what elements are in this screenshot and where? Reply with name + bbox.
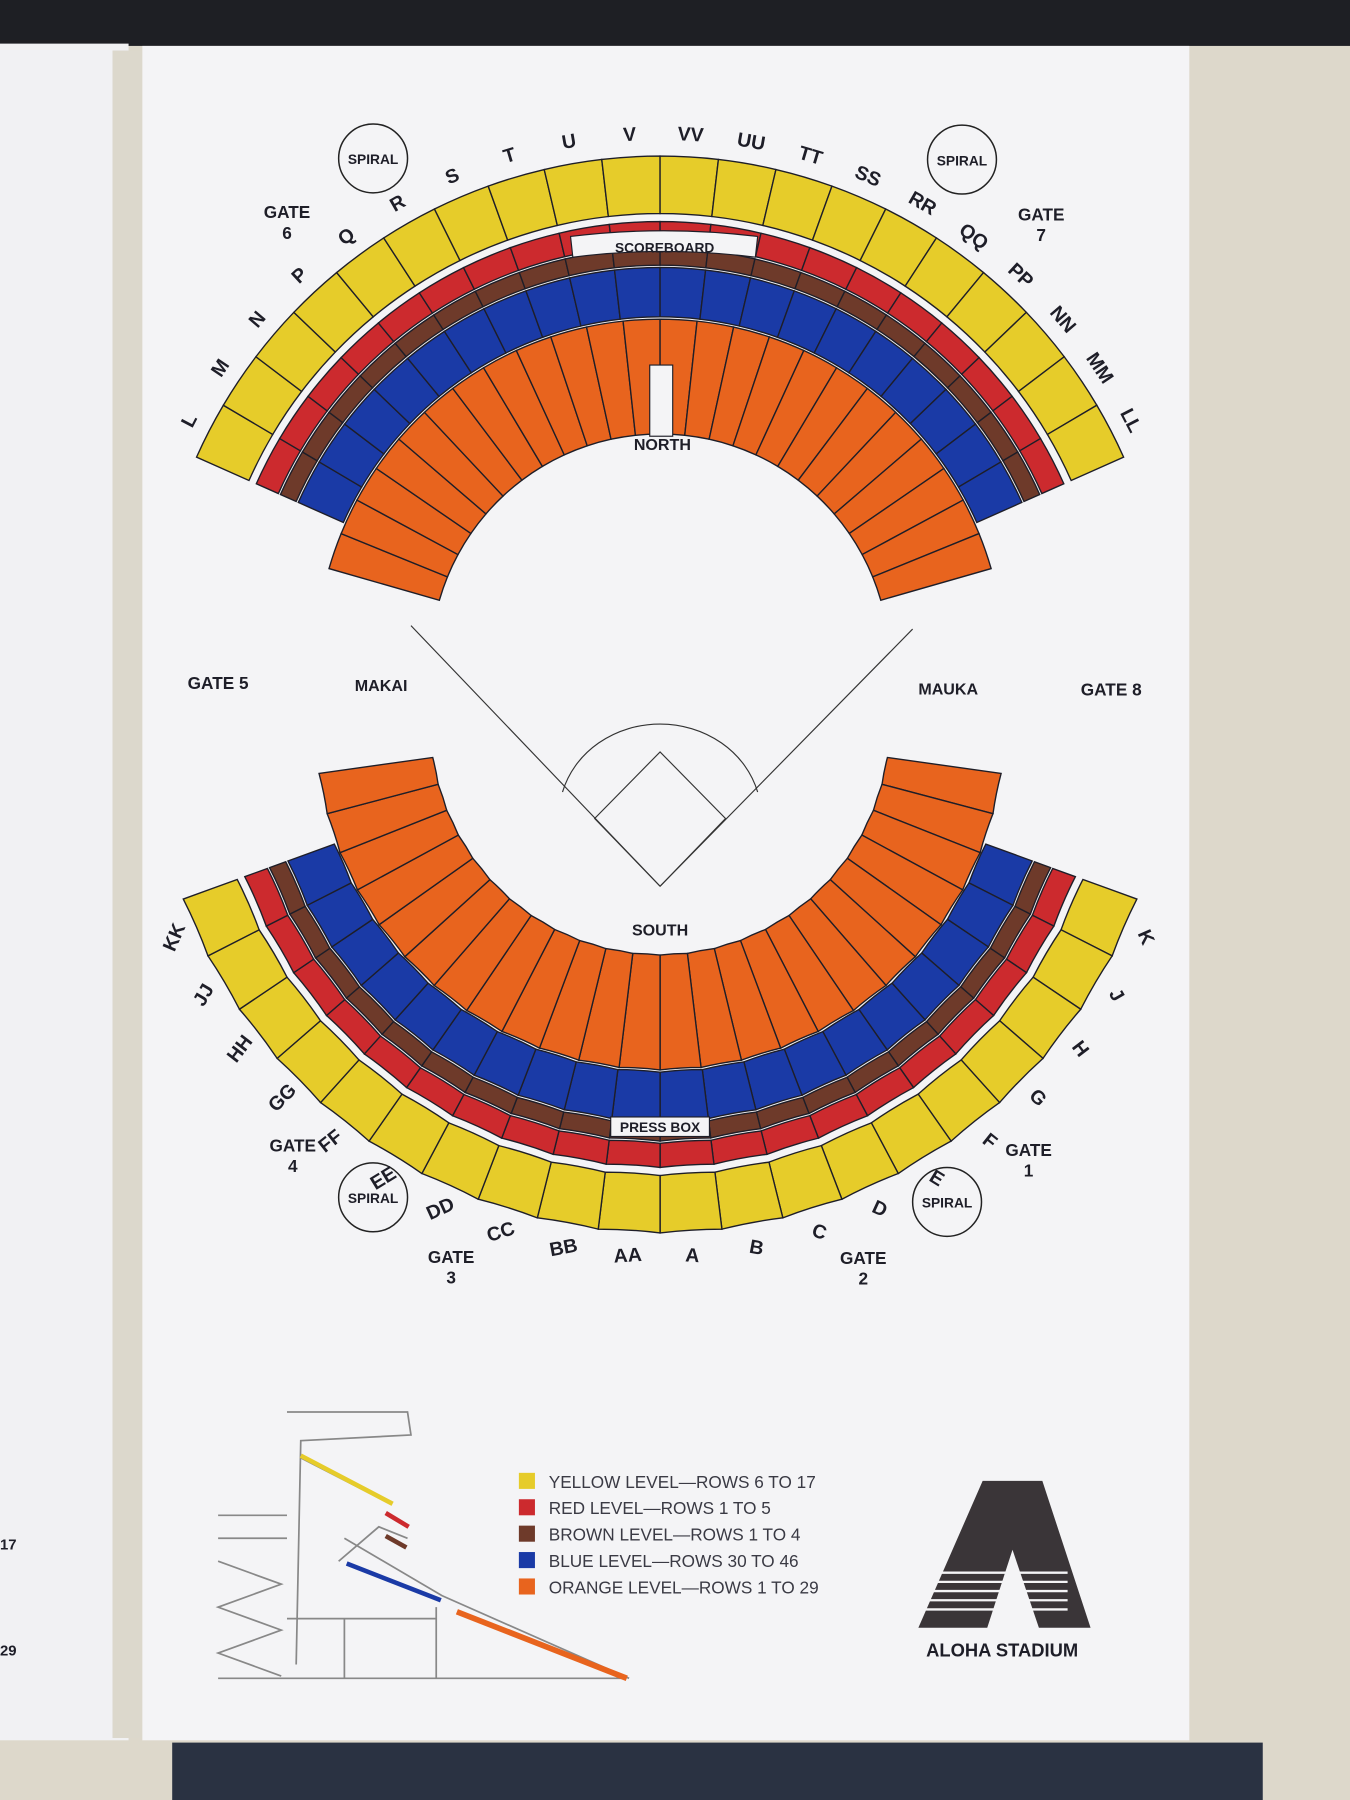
svg-text:GATE: GATE xyxy=(1005,1140,1052,1160)
section-label-AA: AA xyxy=(613,1244,642,1268)
svg-text:GATE: GATE xyxy=(1018,204,1065,224)
diamond xyxy=(593,751,727,888)
gate-3-label: GATE 3 xyxy=(428,1247,475,1288)
legend-swatch xyxy=(518,1499,535,1516)
section-label-VV: VV xyxy=(677,123,704,146)
south-blue-section[interactable] xyxy=(659,1068,710,1123)
svg-text:3: 3 xyxy=(446,1267,456,1287)
svg-text:GATE: GATE xyxy=(840,1248,887,1268)
svg-text:PRESS BOX: PRESS BOX xyxy=(620,1120,701,1135)
south-yellow-section[interactable] xyxy=(182,878,260,957)
svg-text:GATE: GATE xyxy=(264,202,311,222)
south-brown-section[interactable] xyxy=(268,860,307,916)
section-label-UU: UU xyxy=(735,129,767,156)
gate-1-label: GATE 1 xyxy=(1005,1140,1052,1181)
north-orange-section[interactable] xyxy=(871,532,992,602)
south-red-section[interactable] xyxy=(243,867,289,928)
aloha-stadium-logo: ALOHA STADIUM xyxy=(918,1480,1091,1661)
stands xyxy=(182,155,1138,1234)
press-box: PRESS BOX xyxy=(610,1116,711,1138)
svg-text:7: 7 xyxy=(1036,225,1046,245)
north-blue-section[interactable] xyxy=(659,266,707,320)
section-label-U: U xyxy=(560,130,578,154)
north-tunnel xyxy=(649,364,674,437)
section-label-A: A xyxy=(685,1244,700,1267)
north-red-section[interactable] xyxy=(1018,437,1065,495)
south-yellow-section[interactable] xyxy=(659,1171,723,1234)
gate-2-label: GATE 2 xyxy=(840,1248,887,1289)
makai-label: MAKAI xyxy=(355,677,408,695)
gate-7-label: GATE 7 xyxy=(1018,204,1065,245)
legend-item: BLUE LEVEL—ROWS 30 TO 46 xyxy=(549,1551,799,1571)
svg-text:1: 1 xyxy=(1024,1161,1034,1181)
spiral-ramp-ne: SPIRAL xyxy=(926,124,998,195)
section-label-B: B xyxy=(748,1236,766,1260)
logo-waves xyxy=(918,1571,1068,1611)
legend-swatch xyxy=(518,1525,535,1542)
svg-text:SPIRAL: SPIRAL xyxy=(348,1191,398,1206)
svg-text:GATE: GATE xyxy=(269,1135,316,1155)
north-yellow-section[interactable] xyxy=(600,155,661,218)
north-brown-section[interactable] xyxy=(1002,451,1041,503)
spiral-ramp-nw: SPIRAL xyxy=(337,123,409,194)
page-gap xyxy=(112,50,145,1739)
section-label-V: V xyxy=(622,124,636,147)
legend-swatch xyxy=(518,1472,535,1489)
gate-4-label: GATE 4 xyxy=(269,1135,316,1176)
south-red-section[interactable] xyxy=(605,1139,661,1169)
svg-text:4: 4 xyxy=(288,1156,298,1176)
baseball-field xyxy=(410,625,914,888)
dark-bottom-strip xyxy=(172,1742,1263,1800)
legend-item: RED LEVEL—ROWS 1 TO 5 xyxy=(549,1498,771,1518)
south-blue-section[interactable] xyxy=(611,1068,661,1123)
spiral-ramp-sw: SPIRAL xyxy=(337,1162,409,1233)
south-red-section[interactable] xyxy=(659,1139,715,1169)
svg-text:SCOREBOARD: SCOREBOARD xyxy=(615,241,714,256)
south-stand xyxy=(182,756,1138,1234)
left-page-fragment: 29 xyxy=(0,1642,17,1659)
scoreboard: SCOREBOARD xyxy=(569,230,759,258)
section-label-BB: BB xyxy=(548,1234,580,1261)
infield-arc xyxy=(561,723,759,793)
left-page-fragment: 17 xyxy=(0,1537,17,1554)
left-page xyxy=(0,43,129,1741)
north-yellow-section[interactable] xyxy=(1046,404,1125,482)
spiral-ramp-se: SPIRAL xyxy=(911,1166,983,1238)
svg-text:SPIRAL: SPIRAL xyxy=(937,153,987,168)
section-label-C: C xyxy=(809,1220,829,1245)
north-blue-section[interactable] xyxy=(957,460,1023,524)
mauka-label: MAUKA xyxy=(918,681,978,699)
north-stand xyxy=(195,155,1125,602)
legend: YELLOW LEVEL—ROWS 6 TO 17 RED LEVEL—ROWS … xyxy=(518,1472,819,1597)
gate-6-label: GATE 6 xyxy=(264,202,311,243)
legend-item: YELLOW LEVEL—ROWS 6 TO 17 xyxy=(549,1472,816,1492)
svg-text:6: 6 xyxy=(282,223,292,243)
dark-top-strip xyxy=(0,0,1350,46)
legend-item: ORANGE LEVEL—ROWS 1 TO 29 xyxy=(549,1577,819,1597)
gate-5-label: GATE 5 xyxy=(188,673,249,693)
legend-swatch xyxy=(518,1552,535,1569)
svg-text:2: 2 xyxy=(858,1269,868,1289)
north-yellow-section[interactable] xyxy=(659,155,720,218)
south-blue-section[interactable] xyxy=(286,843,353,907)
legend-swatch xyxy=(518,1578,535,1595)
south-label: SOUTH xyxy=(632,922,688,940)
north-label: NORTH xyxy=(634,436,691,454)
svg-text:GATE: GATE xyxy=(428,1247,475,1267)
gate-8-label: GATE 8 xyxy=(1081,680,1142,700)
stadium-cross-section xyxy=(215,1411,630,1681)
legend-item: BROWN LEVEL—ROWS 1 TO 4 xyxy=(549,1525,801,1545)
svg-text:SPIRAL: SPIRAL xyxy=(348,152,398,167)
svg-text:SPIRAL: SPIRAL xyxy=(922,1196,972,1211)
north-blue-section[interactable] xyxy=(613,266,661,320)
south-orange-section[interactable] xyxy=(318,756,439,815)
logo-text: ALOHA STADIUM xyxy=(926,1640,1078,1661)
south-yellow-section[interactable] xyxy=(597,1171,661,1234)
